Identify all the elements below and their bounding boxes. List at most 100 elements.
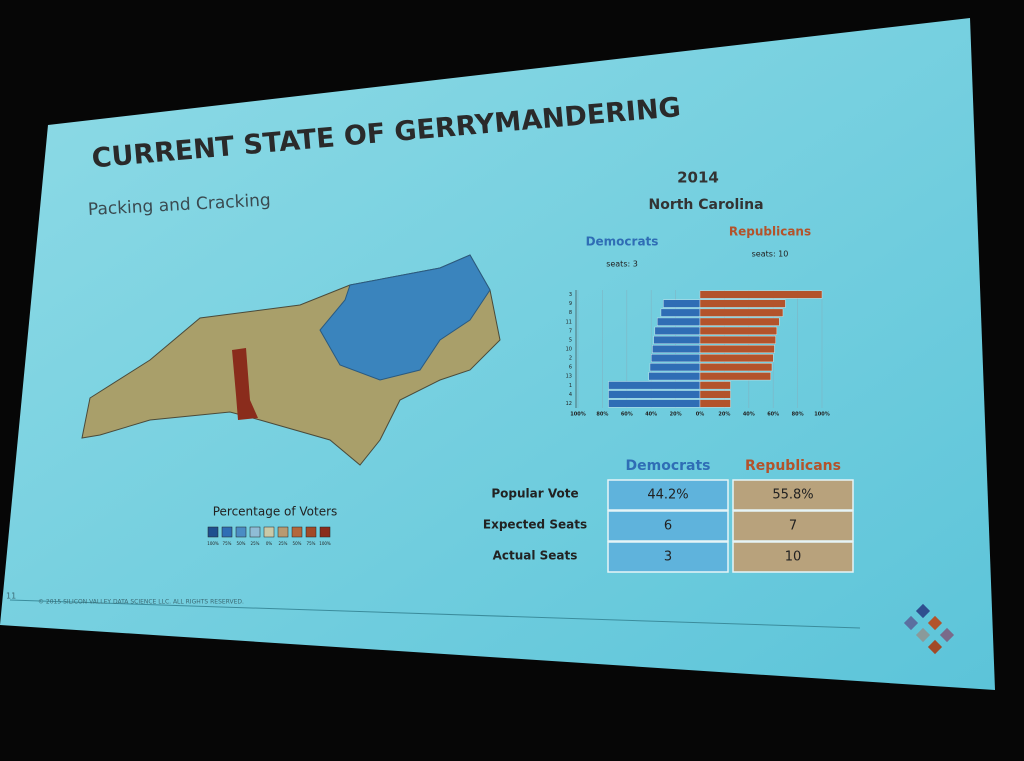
seats-label: seats: 3 <box>606 260 638 269</box>
y-tick-label: 5 <box>569 337 572 343</box>
page-number: 11 <box>6 592 16 601</box>
legend-label: 50% <box>293 541 302 546</box>
map-legend: 100% 75% 50% 25% 0% 25% 50% 75% 100% <box>207 526 331 546</box>
x-tick-label: 0% <box>696 412 705 418</box>
bar <box>699 290 823 299</box>
bar <box>651 354 701 363</box>
y-tick-label: 10 <box>566 347 572 353</box>
bar <box>699 381 731 390</box>
legend-swatch <box>249 526 261 538</box>
legend-swatch <box>305 526 317 538</box>
bar <box>660 308 701 317</box>
bar <box>663 299 701 308</box>
legend-entry: Democrats <box>586 235 659 249</box>
bar <box>699 344 775 354</box>
x-tick-label: 100% <box>570 412 585 418</box>
footer-rule <box>9 599 861 629</box>
copyright: © 2015 SILICON VALLEY DATA SCIENCE LLC. … <box>38 599 244 606</box>
column-header: Democrats <box>626 458 711 474</box>
y-tick-label: 13 <box>566 374 572 380</box>
x-tick-label: 60% <box>767 412 779 418</box>
table-cell <box>607 479 729 511</box>
y-tick-label: 4 <box>569 392 572 398</box>
row-header: Popular Vote <box>491 487 578 501</box>
legend-entry: Republicans <box>729 225 811 239</box>
bar <box>653 335 701 344</box>
legend-label: 25% <box>279 541 288 546</box>
legend-label: 100% <box>207 541 219 546</box>
y-tick-label: 12 <box>566 401 572 407</box>
bar <box>699 372 771 381</box>
bar <box>652 344 701 354</box>
legend-label: 75% <box>223 541 232 546</box>
x-tick-label: 20% <box>670 412 682 418</box>
y-tick-label: 7 <box>569 328 572 334</box>
legend-swatch <box>207 526 219 538</box>
legend-swatch <box>319 526 331 538</box>
cell-value: 6 <box>664 519 672 534</box>
bar <box>648 372 701 381</box>
table-cell <box>732 479 854 511</box>
cell-value: 55.8% <box>772 488 813 503</box>
x-tick-label: 80% <box>596 412 608 418</box>
column-header: Republicans <box>745 458 841 474</box>
bar <box>608 399 701 408</box>
bar-chart: 100% 80% 60% 40% 20% 0% 20% 40% 60% 80% 100% 3 9 8 11 7… <box>566 290 830 418</box>
legend-swatch <box>221 526 233 538</box>
results-table: Democrats Republicans Popular Vote 44.2% 55.… <box>483 458 854 573</box>
x-tick-label: 80% <box>792 412 804 418</box>
x-tick-label: 20% <box>718 412 730 418</box>
legend-label: 0% <box>266 541 273 546</box>
legend-label: 50% <box>237 541 246 546</box>
table-cell <box>607 510 729 542</box>
y-tick-label: 11 <box>566 319 572 325</box>
y-tick-label: 6 <box>569 365 572 371</box>
table-cell <box>732 510 854 542</box>
chart-subtitle: North Carolina <box>648 197 763 213</box>
legend-label: 25% <box>251 541 260 546</box>
legend-swatch <box>235 526 247 538</box>
bar <box>699 335 776 344</box>
x-tick-label: 40% <box>743 412 755 418</box>
bar <box>608 390 701 399</box>
chart-title: 2014 <box>677 169 719 187</box>
seats-label: seats: 10 <box>752 250 789 259</box>
bar <box>699 354 774 363</box>
bar <box>699 399 731 408</box>
y-tick-label: 2 <box>569 356 572 362</box>
bar <box>657 317 701 326</box>
x-tick-label: 100% <box>814 412 829 418</box>
cell-value: 44.2% <box>647 488 688 503</box>
bar <box>699 308 784 317</box>
x-tick-label: 60% <box>621 412 633 418</box>
row-header: Actual Seats <box>493 549 578 563</box>
bar <box>608 381 701 390</box>
x-tick-label: 40% <box>645 412 657 418</box>
bar <box>699 299 786 308</box>
cell-value: 3 <box>664 550 672 565</box>
legend-label: 75% <box>307 541 316 546</box>
table-cell <box>732 541 854 573</box>
bar <box>699 317 780 326</box>
cell-value: 7 <box>789 519 797 534</box>
bar <box>699 390 731 399</box>
bar <box>649 363 701 372</box>
y-tick-label: 3 <box>569 292 572 298</box>
row-header: Expected Seats <box>483 518 587 532</box>
table-cell <box>607 541 729 573</box>
legend-swatch <box>291 526 303 538</box>
nc-map <box>81 254 501 466</box>
legend-swatch <box>277 526 289 538</box>
bar <box>699 363 773 372</box>
legend-title: Percentage of Voters <box>213 505 338 519</box>
bar <box>699 326 778 335</box>
legend-swatch <box>263 526 275 538</box>
cell-value: 10 <box>785 550 802 565</box>
bar <box>654 326 701 335</box>
y-tick-label: 8 <box>569 310 572 316</box>
y-tick-label: 1 <box>569 383 572 389</box>
logo <box>903 603 955 655</box>
legend-label: 100% <box>319 541 331 546</box>
